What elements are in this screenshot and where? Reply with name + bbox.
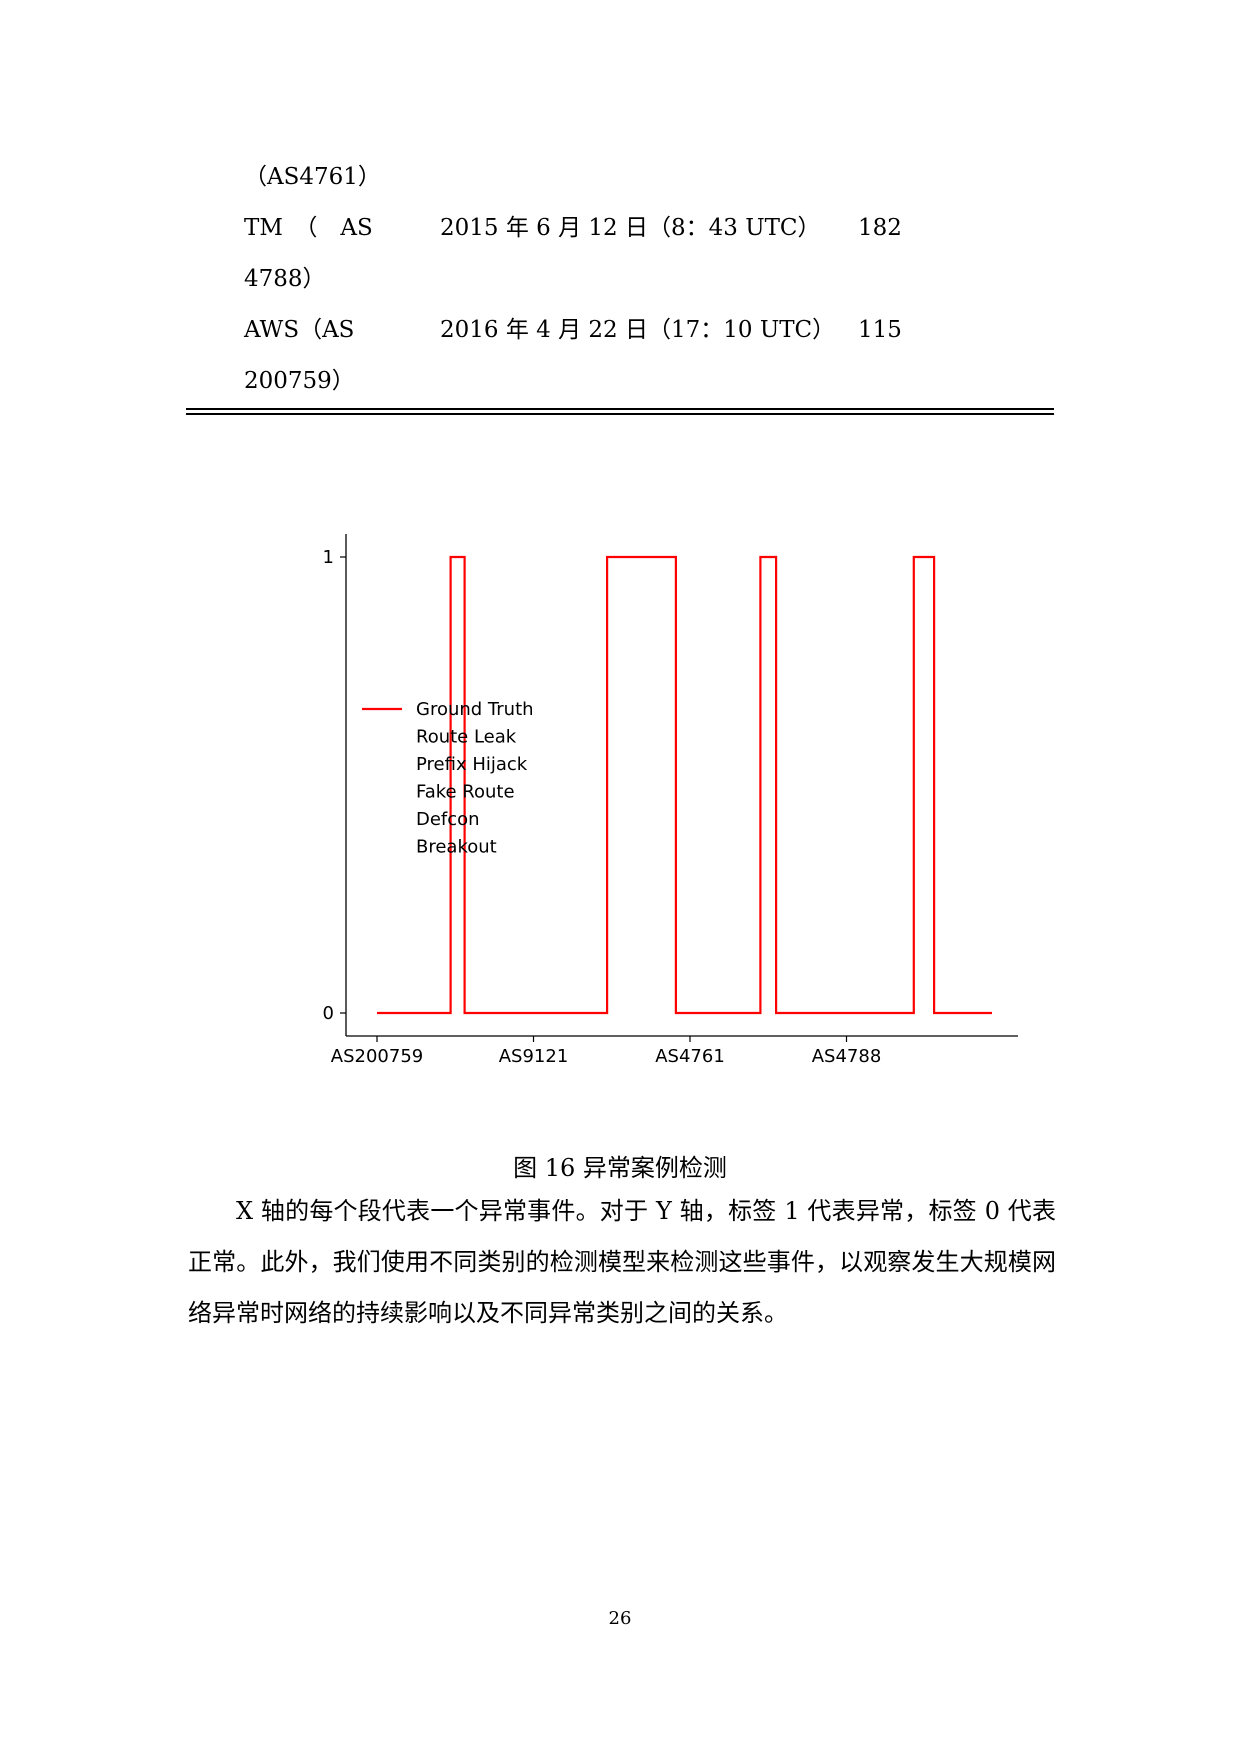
table-row-3-name: AWS（AS	[244, 317, 355, 343]
legend-label: Ground Truth	[416, 699, 534, 720]
legend-label: Fake Route	[416, 782, 515, 803]
chart-axes	[345, 534, 1018, 1037]
y-tick-label: 1	[323, 547, 334, 568]
chart-legend: Ground Truth Route Leak Prefix Hijack Fake …	[362, 699, 534, 858]
legend-label: Prefix Hijack	[416, 754, 528, 775]
series-line-ground-truth	[377, 555, 992, 1015]
chart-series	[377, 555, 992, 1015]
table-row-1-name: （AS4761）	[244, 164, 381, 190]
legend-label: Defcon	[416, 809, 480, 830]
table-row-2-count: 182	[858, 215, 902, 241]
legend-label: Route Leak	[416, 727, 517, 748]
table-row-3-count: 115	[858, 317, 902, 343]
x-tick-label: AS200759	[331, 1046, 423, 1067]
figure-caption: 图 16 异常案例检测	[513, 1154, 727, 1182]
chart-ticks: AS200759 AS9121 AS4761 AS4788 0 1	[323, 547, 882, 1067]
table-bottom-rule-upper	[186, 408, 1054, 410]
x-tick-label: AS9121	[499, 1046, 569, 1067]
x-tick-label: AS4761	[655, 1046, 725, 1067]
table-row-2-name: TM （ AS	[244, 215, 373, 241]
body-paragraph: X 轴的每个段代表一个异常事件。对于 Y 轴，标签 1 代表异常，标签 0 代表…	[188, 1197, 1056, 1327]
y-tick-label: 0	[323, 1003, 334, 1024]
table-bottom-rule-lower	[186, 413, 1054, 415]
table-row-3-name-cont: 200759）	[244, 368, 355, 394]
table-row-2-name-cont: 4788）	[244, 266, 326, 292]
anomaly-detection-figure: AS200759 AS9121 AS4761 AS4788 0 1 Ground Trut…	[300, 505, 1030, 1094]
anomaly-chart: AS200759 AS9121 AS4761 AS4788 0 1 Ground Trut…	[323, 534, 1018, 1067]
legend-label: Breakout	[416, 837, 497, 858]
page-number: 26	[608, 1608, 632, 1629]
table-row-3-date: 2016 年 4 月 22 日（17：10 UTC）	[440, 317, 836, 343]
table-row-2-date: 2015 年 6 月 12 日（8：43 UTC）	[440, 215, 821, 241]
x-tick-label: AS4788	[812, 1046, 882, 1067]
